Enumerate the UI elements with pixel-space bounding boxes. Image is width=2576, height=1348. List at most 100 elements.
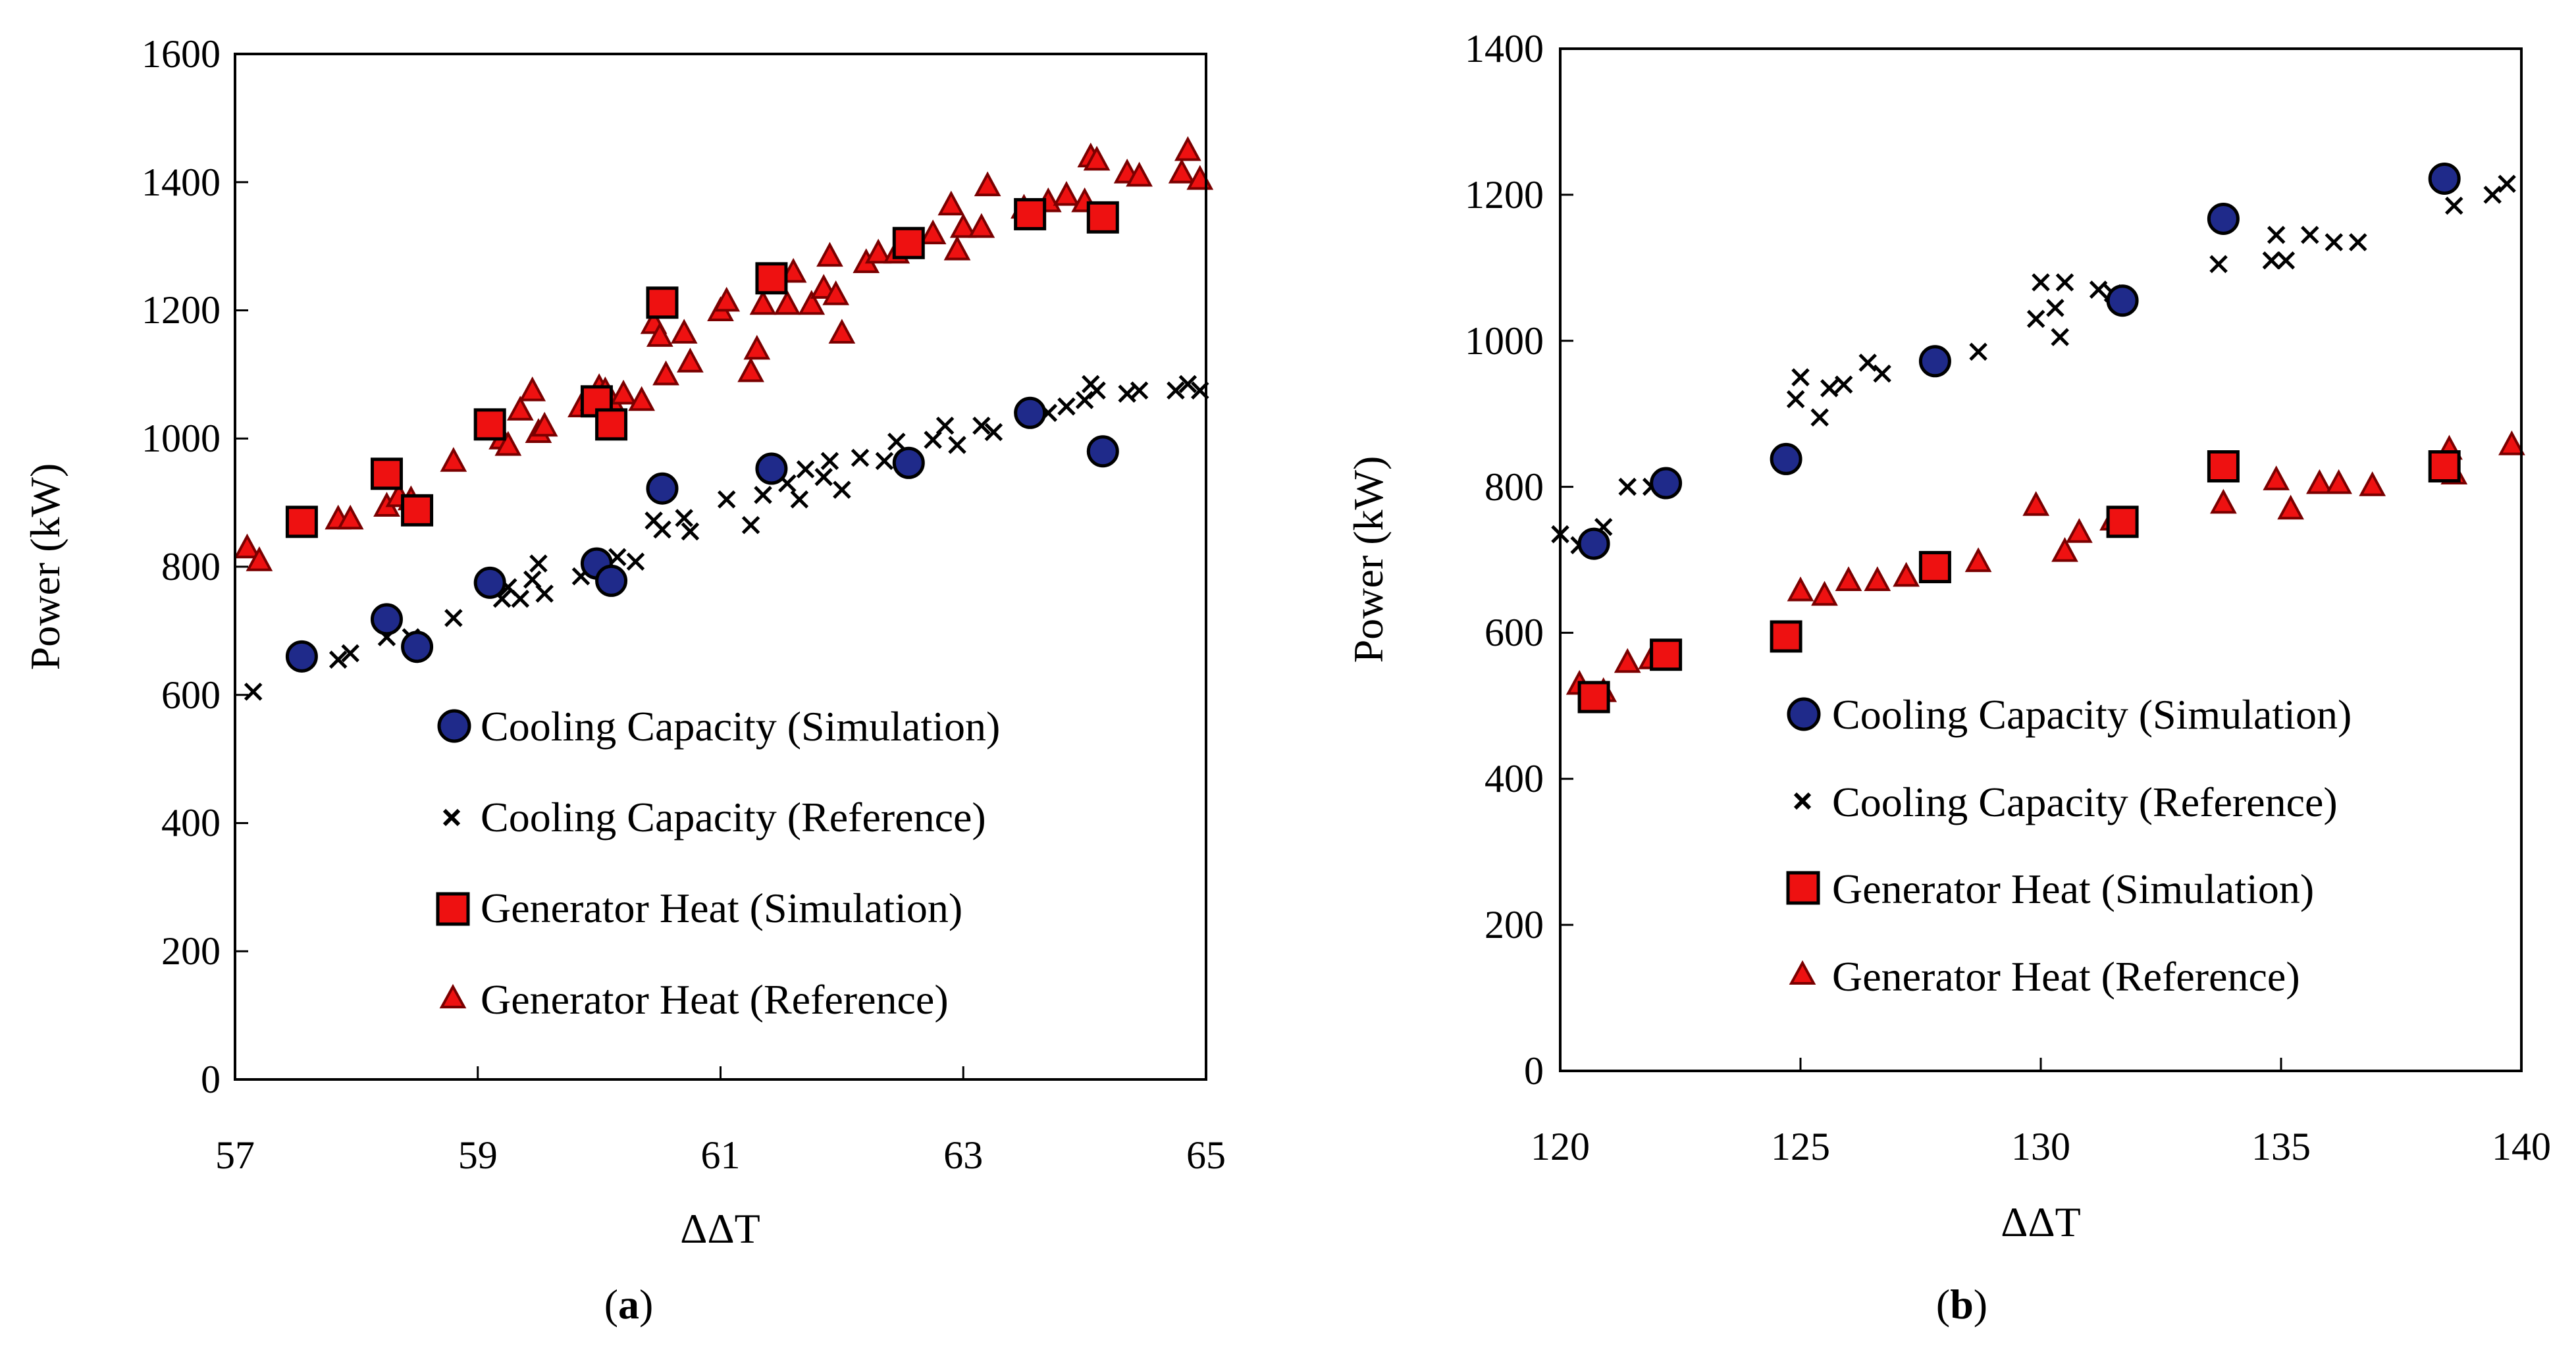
- generator-heat-reference-point: [440, 447, 467, 472]
- cooling-capacity-reference-point: [244, 683, 263, 701]
- generator-heat-reference-point: [2263, 465, 2290, 490]
- cooling-capacity-reference-point: [1618, 477, 1637, 496]
- generator-heat-simulation-point: [473, 408, 506, 441]
- panel-a-y-axis-label: Power (kW): [22, 463, 68, 671]
- generator-heat-reference-point: [1864, 566, 1891, 592]
- generator-heat-reference-point: [774, 290, 801, 315]
- panel-a-legend-label: Cooling Capacity (Reference): [481, 794, 986, 841]
- cooling-capacity-reference-point: [820, 452, 839, 471]
- cooling-capacity-reference-point: [2262, 251, 2281, 270]
- generator-heat-reference-point: [864, 238, 892, 264]
- cooling-capacity-reference-point: [948, 436, 966, 454]
- cooling-capacity-reference-point: [2445, 196, 2463, 215]
- cooling-capacity-reference-point: [1178, 375, 1197, 394]
- generator-heat-reference-point: [828, 319, 856, 344]
- cooling-capacity-simulation-point: [755, 452, 788, 485]
- generator-heat-reference-point: [919, 219, 947, 245]
- generator-heat-reference-point: [519, 376, 546, 402]
- generator-heat-reference-point: [2325, 469, 2352, 494]
- cooling-capacity-simulation-point: [646, 472, 679, 505]
- cooling-capacity-reference-point: [535, 584, 554, 603]
- generator-heat-reference-point: [2498, 430, 2525, 455]
- panel-a-x-axis-label: ΔΔT: [680, 1205, 760, 1252]
- panel-a-y-tick-label: 1600: [142, 32, 221, 76]
- cooling-capacity-simulation-point: [892, 446, 925, 479]
- cooling-capacity-simulation-point: [473, 566, 506, 599]
- cooling-capacity-reference-point: [717, 490, 736, 509]
- cooling-capacity-reference-point: [444, 609, 463, 627]
- generator-heat-simulation-point: [1770, 620, 1802, 653]
- cooling-capacity-reference-point: [1873, 364, 1891, 383]
- generator-heat-reference-point: [949, 213, 977, 238]
- cooling-capacity-reference-point: [2055, 273, 2074, 292]
- generator-heat-simulation-point: [1650, 638, 1683, 671]
- generator-heat-reference-point: [2277, 494, 2304, 520]
- cooling-capacity-reference-point: [741, 515, 760, 534]
- panel-b-legend-label: Generator Heat (Reference): [1832, 953, 2300, 1000]
- cooling-capacity-simulation-point: [1014, 396, 1047, 429]
- panel-a-y-tick-label: 400: [161, 801, 221, 844]
- panel-b-legend-square-icon: [1786, 871, 1820, 905]
- generator-heat-reference-point: [652, 360, 679, 386]
- panel-b-y-tick-label: 1400: [1465, 27, 1544, 70]
- panel-b-y-tick-label: 400: [1485, 757, 1544, 800]
- cooling-capacity-simulation-point: [1918, 345, 1951, 378]
- cooling-capacity-reference-point: [2301, 226, 2319, 244]
- panel-a-x-tick-label: 61: [701, 1133, 741, 1177]
- panel-b-y-tick-label: 200: [1485, 903, 1544, 946]
- generator-heat-simulation-point: [755, 262, 788, 295]
- generator-heat-reference-point: [822, 280, 850, 305]
- panel-b-y-tick-label: 0: [1524, 1049, 1544, 1093]
- panel-b-x-tick-label: 130: [2011, 1125, 2070, 1168]
- cooling-capacity-simulation-point: [2106, 284, 2139, 317]
- panel-b-legend-circle-icon: [1787, 697, 1821, 731]
- generator-heat-reference-point: [810, 274, 837, 299]
- panel-b-legend-label: Cooling Capacity (Simulation): [1832, 691, 2352, 738]
- cooling-capacity-reference-point: [2483, 186, 2502, 204]
- panel-b-x-tick-label: 135: [2251, 1125, 2311, 1168]
- cooling-capacity-reference-point: [1820, 379, 1839, 398]
- panel-b-x-tick-label: 120: [1531, 1125, 1590, 1168]
- cooling-capacity-reference-point: [675, 509, 693, 527]
- panel-b-legend-label: Cooling Capacity (Reference): [1832, 779, 2338, 825]
- generator-heat-reference-point: [246, 546, 273, 571]
- cooling-capacity-reference-point: [2032, 273, 2050, 292]
- cooling-capacity-reference-point: [833, 480, 851, 499]
- cooling-capacity-reference-point: [875, 452, 894, 471]
- generator-heat-simulation-point: [1086, 201, 1119, 234]
- cooling-capacity-simulation-point: [595, 564, 628, 597]
- panel-b-legend-x-icon: [1793, 792, 1812, 810]
- cooling-capacity-reference-point: [1810, 408, 1829, 427]
- panel-a-x-tick-label: 59: [458, 1133, 498, 1177]
- panel-a-y-tick-label: 0: [201, 1058, 221, 1101]
- panel-b-y-tick-label: 1200: [1465, 173, 1544, 217]
- cooling-capacity-reference-point: [1786, 390, 1805, 409]
- cooling-capacity-reference-point: [2276, 251, 2296, 270]
- panel-b-y-axis-label: Power (kW): [1345, 456, 1392, 663]
- panel-b-y-tick-label: 800: [1485, 465, 1544, 509]
- cooling-capacity-simulation-point: [370, 603, 403, 636]
- cooling-capacity-reference-point: [851, 448, 870, 467]
- panel-b-y-axis: [1560, 47, 1573, 1072]
- generator-heat-simulation-point: [1014, 197, 1047, 230]
- cooling-capacity-reference-point: [2498, 174, 2516, 193]
- generator-heat-simulation-point: [892, 226, 925, 259]
- panel-b-legend-triangle-icon: [1789, 960, 1816, 985]
- cooling-capacity-reference-point: [529, 554, 548, 573]
- generator-heat-reference-point: [1964, 547, 1992, 573]
- cooling-capacity-reference-point: [1130, 381, 1149, 400]
- generator-heat-reference-point: [670, 319, 698, 344]
- cooling-capacity-reference-point: [2209, 255, 2228, 274]
- generator-heat-reference-point: [677, 348, 704, 373]
- cooling-capacity-reference-point: [935, 417, 955, 435]
- panel-a-y-tick-label: 1200: [142, 288, 221, 332]
- panel-b-legend: Cooling Capacity (Simulation) Cooling Ca…: [1786, 691, 2352, 1000]
- cooling-capacity-reference-point: [754, 486, 772, 504]
- generator-heat-reference-point: [234, 533, 261, 559]
- panel-a-x-tick-label: 65: [1186, 1133, 1226, 1177]
- generator-heat-reference-point: [974, 171, 1001, 197]
- generator-heat-reference-point: [816, 242, 843, 267]
- generator-heat-reference-point: [2051, 536, 2078, 562]
- cooling-capacity-reference-point: [2026, 309, 2045, 328]
